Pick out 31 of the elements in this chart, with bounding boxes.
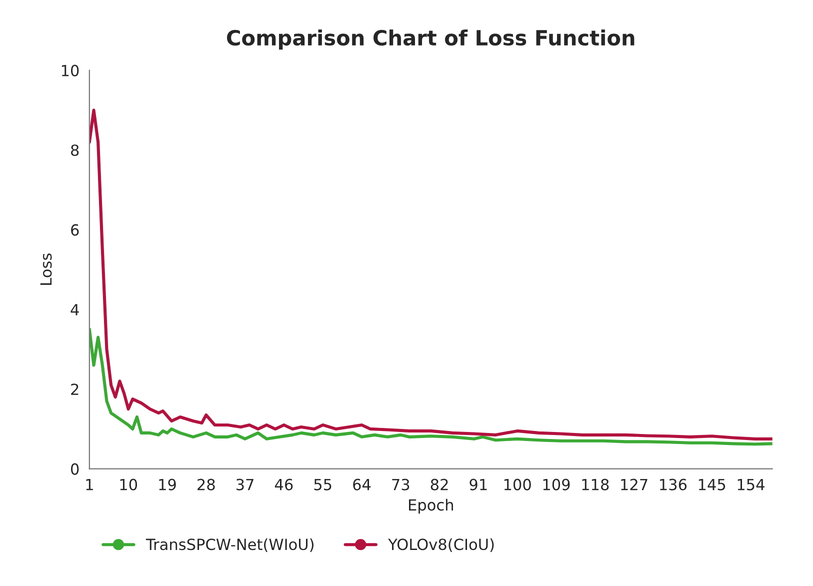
y-tick-label: 0 bbox=[70, 463, 79, 475]
y-tick-label: 10 bbox=[62, 64, 79, 76]
x-tick-label: 154 bbox=[738, 478, 764, 490]
x-tick-label: 109 bbox=[543, 478, 570, 490]
y-tick-label: 4 bbox=[70, 304, 79, 316]
chart-title: Comparison Chart of Loss Function bbox=[226, 29, 634, 50]
x-tick-label: 37 bbox=[236, 478, 254, 490]
line-series bbox=[89, 108, 772, 440]
x-axis-title: Epoch bbox=[408, 498, 453, 514]
line-series bbox=[89, 328, 772, 446]
x-tick-label: 19 bbox=[159, 478, 176, 490]
x-tick-label: 28 bbox=[198, 478, 215, 490]
y-tick-label: 6 bbox=[71, 224, 79, 236]
x-tick-label: 82 bbox=[430, 478, 448, 490]
y-axis-title: Loss bbox=[40, 254, 52, 285]
x-tick-label: 10 bbox=[120, 478, 138, 490]
x-tick-label: 118 bbox=[582, 478, 609, 490]
legend-label: YOLOv8(CIoU) bbox=[388, 538, 494, 552]
x-tick-label: 145 bbox=[698, 478, 726, 490]
x-tick-label: 73 bbox=[392, 478, 410, 490]
x-tick-label: 127 bbox=[621, 478, 648, 490]
x-tick-label: 91 bbox=[470, 478, 487, 490]
x-tick-label: 64 bbox=[353, 478, 371, 490]
y-tick-label: 2 bbox=[71, 384, 78, 395]
x-tick-label: 100 bbox=[504, 478, 531, 490]
x-tick-label: 136 bbox=[660, 478, 687, 490]
x-tick-label: 55 bbox=[314, 478, 332, 490]
legend-label: TransSPCW-Net(WIoU) bbox=[146, 538, 314, 552]
x-tick-label: 46 bbox=[274, 478, 293, 490]
x-tick-label: 1 bbox=[86, 478, 93, 490]
y-tick-label: 8 bbox=[71, 144, 79, 156]
